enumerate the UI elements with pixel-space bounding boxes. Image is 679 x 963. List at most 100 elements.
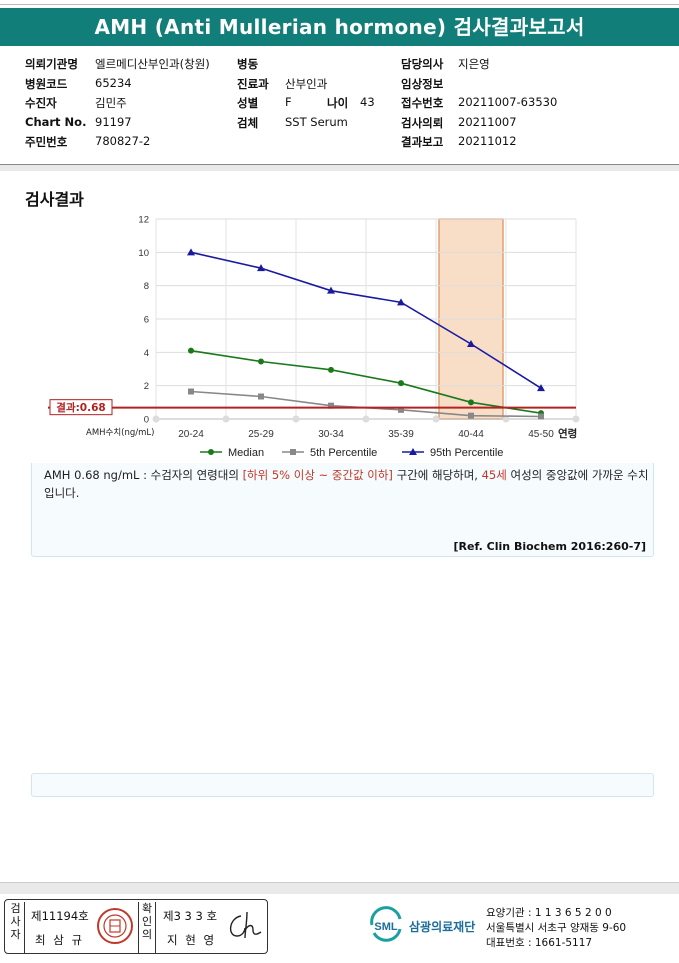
company-code: 요양기관 : 1 1 3 6 5 2 0 0 [486,907,612,919]
legend-marker-2 [409,448,417,455]
report-date: 20211012 [458,134,517,148]
interp-part3: 여성의 중앙값에 가까운 수치입니다. [44,468,649,500]
x-tick-label-40-44: 40-44 [458,429,484,440]
point-s2-1 [257,264,265,272]
age-value: 43 [360,95,375,109]
axis-dot-4 [432,415,440,423]
legend-label-0: Median [228,447,264,459]
y-axis-caption: AMH수치(ng/mL) [86,428,154,438]
confirmer-name: 지 현 영 [167,933,217,947]
interp-range: [하위 5% 이상 ~ 중간값 이하] [242,468,393,482]
point-s1-5 [538,413,544,420]
patient-info: 의뢰기관명 엘르메디산부인과(창원) 병원코드 65234 수진자 김민주 Ch… [0,52,679,162]
report-label: 결과보고 [401,135,444,149]
axis-dot-3 [362,415,370,423]
interp-part1: AMH 0.68 ng/mL : 수검자의 연령대의 [44,468,243,482]
chart-no-label: Chart No. [25,115,87,129]
report-title: AMH (Anti Mullerian hormone) 검사결과보고서 [0,8,679,46]
result-label-box [49,399,113,416]
interpretation-text: AMH 0.68 ng/mL : 수검자의 연령대의 [하위 5% 이상 ~ 중… [44,466,649,502]
x-tick-label-20-24: 20-24 [178,429,204,440]
handwritten-signature [230,911,262,939]
x-unit-label: 연령 [558,427,577,440]
legend-label-2: 95th Percentile [430,447,503,459]
point-s2-0 [187,248,195,256]
clinical-label: 임상정보 [401,77,444,91]
tester-number: 제11194호 [31,909,89,923]
signature-box: 검사자 제11194호 최 삼 규 확인의 제3 3 3 호 지 현 영 [4,899,268,954]
point-s1-3 [398,406,404,413]
rrn-value: 780827-2 [95,134,151,148]
patient-label: 수진자 [25,96,57,110]
specimen-value: SST Serum [285,115,348,129]
ward-label: 병동 [237,57,259,71]
patient-value: 김민주 [95,96,127,110]
axis-dot-1 [222,415,230,423]
reception-value: 20211007-63530 [458,95,558,109]
dept-value: 산부인과 [285,77,328,91]
y-tick-label-8: 8 [144,281,149,292]
tester-label: 검사자 [7,902,25,953]
reception-label: 접수번호 [401,96,444,110]
hospital-code-value: 65234 [95,76,132,90]
axis-dot-5 [502,415,510,423]
x-tick-label-45-50: 45-50 [528,429,554,440]
chart-no-value: 91197 [95,115,132,129]
axis-dot-6 [572,415,580,423]
reference: [Ref. Clin Biochem 2016:260-7] [453,540,646,553]
company-phone: 대표번호 : 1661-5117 [486,937,593,949]
info-divider [0,164,679,165]
point-s0-0 [188,347,194,354]
point-s1-0 [188,388,194,395]
y-tick-label-12: 12 [138,215,149,226]
series-line-0 [190,349,542,414]
point-s1-4 [468,412,474,419]
sex-value: F [285,95,292,109]
doctor-value: 지은영 [458,57,490,71]
point-s0-1 [258,358,264,365]
comment-panel [31,773,654,797]
y-tick-label-4: 4 [144,348,149,359]
interp-part2: 구간에 해당하며, [392,468,482,482]
series-line-2 [190,251,542,389]
result-label: 결과:0.68 [56,401,105,414]
point-s0-3 [398,380,404,387]
company-address: 서울특별시 서초구 양재동 9-60 [486,922,627,934]
amh-chart: 0 2 4 6 8 10 12 20-24 25-29 30-34 35-39 40-44 45-50 연… [48,215,580,459]
point-s2-4 [467,340,475,347]
rrn-label: 주민번호 [25,135,68,149]
hospital-code-label: 병원코드 [25,77,68,91]
official-seal-icon [97,908,133,944]
doctor-label: 담당의사 [401,57,444,71]
point-s1-1 [258,393,264,400]
y-tick-label-6: 6 [144,315,149,326]
dept-label: 진료과 [237,77,269,91]
sex-label: 성별 [237,96,259,110]
confirmer-number: 제3 3 3 호 [163,909,218,923]
legend-marker-0 [208,449,214,455]
y-tick-label-2: 2 [144,381,149,392]
x-tick-label-30-34: 30-34 [318,429,344,440]
y-tick-label-0: 0 [144,415,149,426]
age-label: 나이 [327,96,349,110]
interp-age: 45세 [481,468,507,482]
footer-band [0,882,679,894]
point-s0-2 [328,366,334,373]
point-s2-5 [537,384,545,392]
institution-value: 엘르메디산부인과(창원) [95,57,210,71]
company-info: 요양기관 : 1 1 3 6 5 2 0 0 서울특별시 서초구 양재동 9-6… [486,906,626,951]
specimen-label: 검체 [237,116,259,130]
point-s1-2 [328,402,334,409]
request-label: 검사의뢰 [401,116,444,130]
point-s2-2 [327,286,335,294]
chart-background [31,211,654,463]
y-tick-label-10: 10 [138,248,149,259]
sml-logo-icon: SML [370,906,402,942]
section-title: 검사결과 [25,190,84,209]
request-date: 20211007 [458,115,517,129]
institution-label: 의뢰기관명 [25,57,78,71]
point-s2-3 [397,298,405,306]
tester-name: 최 삼 규 [35,933,85,947]
company-name: 삼광의료재단 [409,920,476,934]
sml-logo-text: SML [374,921,398,933]
